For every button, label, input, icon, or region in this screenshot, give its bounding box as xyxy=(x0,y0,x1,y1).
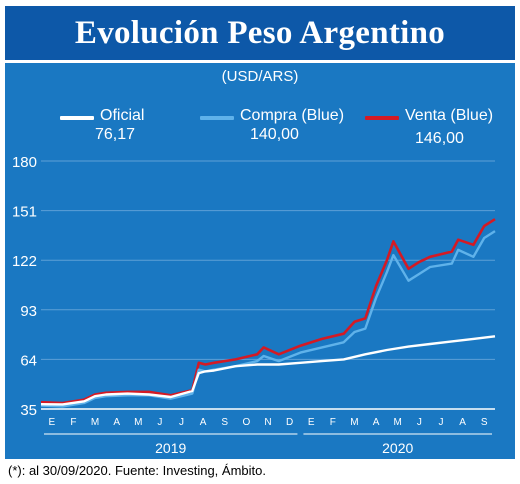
x-tick-label-16: M xyxy=(394,417,402,428)
chart-panel: (USD/ARS) Oficial 76,17 Compra (Blue) 14… xyxy=(5,63,515,459)
series-line-venta-blue xyxy=(40,218,496,405)
year-label-2020: 2020 xyxy=(382,440,413,456)
year-label-2019: 2019 xyxy=(155,440,186,456)
y-tick-label-180: 180 xyxy=(12,154,37,171)
x-tick-label-11: D xyxy=(286,417,293,428)
x-tick-label-18: J xyxy=(438,417,443,428)
x-tick-label-5: J xyxy=(157,417,162,428)
legend-swatch-venta xyxy=(365,116,399,120)
x-tick-label-13: F xyxy=(330,417,336,428)
legend-swatch-oficial xyxy=(60,116,94,120)
legend-swatch-compra xyxy=(200,116,234,120)
x-tick-label-1: F xyxy=(70,417,76,428)
y-tick-label-35: 35 xyxy=(20,402,37,419)
x-tick-label-8: S xyxy=(221,417,228,428)
x-tick-label-0: E xyxy=(48,417,55,428)
x-tick-label-10: N xyxy=(264,417,271,428)
y-tick-label-64: 64 xyxy=(20,352,37,369)
legend-value-compra: 140,00 xyxy=(250,126,299,143)
y-tick-label-122: 122 xyxy=(12,253,37,270)
series-line-oficial xyxy=(40,335,496,406)
y-tick-label-93: 93 xyxy=(20,303,37,320)
x-tick-label-14: M xyxy=(350,417,358,428)
y-tick-label-151: 151 xyxy=(12,204,37,221)
x-tick-label-9: O xyxy=(242,417,250,428)
line-chart: 35 64 93 122 151 180 E F M A M J J A S O N D E F M A M J J A S 2019… xyxy=(12,154,496,456)
x-tick-label-3: A xyxy=(113,417,120,428)
x-tick-label-4: M xyxy=(134,417,142,428)
x-tick-label-20: S xyxy=(481,417,488,428)
x-tick-label-15: A xyxy=(373,417,380,428)
x-tick-label-17: J xyxy=(417,417,422,428)
x-tick-label-2: M xyxy=(91,417,99,428)
chart-title: Evolución Peso Argentino xyxy=(74,14,446,51)
units-label: (USD/ARS) xyxy=(221,68,299,85)
footnote: (*): al 30/09/2020. Fuente: Investing, Á… xyxy=(8,463,266,478)
legend-value-venta: 146,00 xyxy=(415,130,464,147)
x-tick-label-19: A xyxy=(459,417,466,428)
title-bar: Evolución Peso Argentino xyxy=(5,6,515,60)
legend-label-venta: Venta (Blue) xyxy=(405,107,494,124)
legend-label-oficial: Oficial xyxy=(100,107,145,124)
x-tick-label-7: A xyxy=(200,417,207,428)
x-tick-label-6: J xyxy=(179,417,184,428)
legend-value-oficial: 76,17 xyxy=(95,126,136,143)
legend-label-compra: Compra (Blue) xyxy=(240,107,345,124)
x-tick-label-12: E xyxy=(308,417,315,428)
series-line-compra-blue xyxy=(40,230,496,408)
